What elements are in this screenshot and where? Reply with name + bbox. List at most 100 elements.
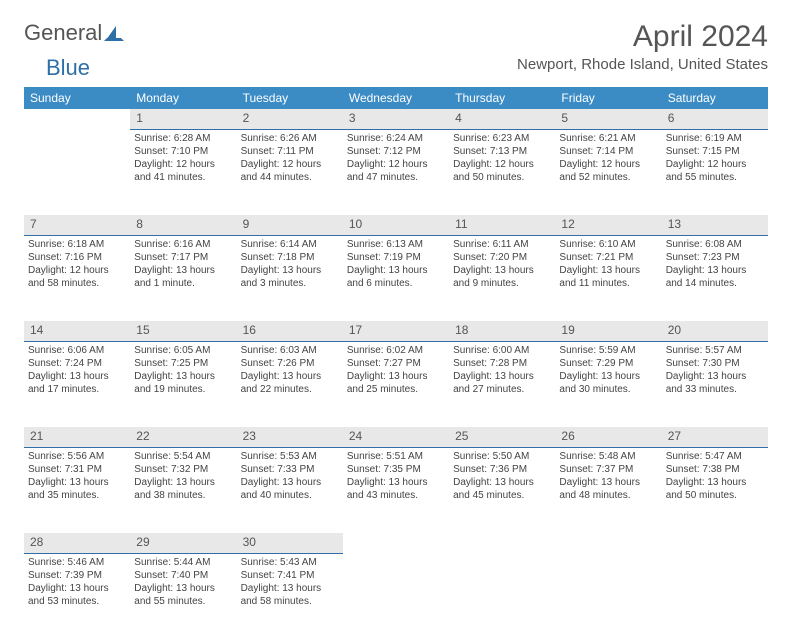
logo-text-blue: Blue [46,55,90,81]
sunrise-text: Sunrise: 5:54 AM [134,450,232,463]
sunrise-text: Sunrise: 6:02 AM [347,344,445,357]
day-info-cell [449,553,555,639]
day-number-cell: 18 [449,321,555,341]
day1-text: Daylight: 12 hours [666,158,764,171]
day-number-cell: 30 [237,533,343,553]
day-number-cell: 1 [130,109,236,129]
day-info-cell: Sunrise: 6:11 AMSunset: 7:20 PMDaylight:… [449,235,555,321]
sunset-text: Sunset: 7:40 PM [134,569,232,582]
sunset-text: Sunset: 7:26 PM [241,357,339,370]
sunset-text: Sunset: 7:10 PM [134,145,232,158]
day-number-cell: 17 [343,321,449,341]
sunset-text: Sunset: 7:19 PM [347,251,445,264]
day1-text: Daylight: 13 hours [347,264,445,277]
weekday-header: Monday [130,87,236,109]
sunrise-text: Sunrise: 5:51 AM [347,450,445,463]
day-info-cell: Sunrise: 6:16 AMSunset: 7:17 PMDaylight:… [130,235,236,321]
day2-text: and 27 minutes. [453,383,551,396]
day-info-cell: Sunrise: 6:05 AMSunset: 7:25 PMDaylight:… [130,341,236,427]
day2-text: and 35 minutes. [28,489,126,502]
day-info-cell: Sunrise: 5:56 AMSunset: 7:31 PMDaylight:… [24,447,130,533]
daynum-row: 21222324252627 [24,427,768,447]
weekday-header: Wednesday [343,87,449,109]
weekday-header: Saturday [662,87,768,109]
sunset-text: Sunset: 7:24 PM [28,357,126,370]
day-info-cell: Sunrise: 6:02 AMSunset: 7:27 PMDaylight:… [343,341,449,427]
sunset-text: Sunset: 7:17 PM [134,251,232,264]
sunset-text: Sunset: 7:14 PM [559,145,657,158]
day2-text: and 50 minutes. [453,171,551,184]
day-number-cell: 20 [662,321,768,341]
sunrise-text: Sunrise: 5:56 AM [28,450,126,463]
day-number-cell: 26 [555,427,661,447]
day1-text: Daylight: 12 hours [559,158,657,171]
day-number-cell: 12 [555,215,661,235]
sunset-text: Sunset: 7:35 PM [347,463,445,476]
logo-text-general: General [24,20,102,46]
day1-text: Daylight: 13 hours [453,264,551,277]
sunset-text: Sunset: 7:39 PM [28,569,126,582]
sunset-text: Sunset: 7:16 PM [28,251,126,264]
day-info-cell: Sunrise: 5:51 AMSunset: 7:35 PMDaylight:… [343,447,449,533]
day-number-cell: 14 [24,321,130,341]
day-number-cell [555,533,661,553]
sunrise-text: Sunrise: 6:26 AM [241,132,339,145]
sunset-text: Sunset: 7:23 PM [666,251,764,264]
day-number-cell: 4 [449,109,555,129]
day2-text: and 47 minutes. [347,171,445,184]
daynum-row: 14151617181920 [24,321,768,341]
sunrise-text: Sunrise: 5:44 AM [134,556,232,569]
day-number-cell: 21 [24,427,130,447]
day1-text: Daylight: 13 hours [241,370,339,383]
sunrise-text: Sunrise: 6:00 AM [453,344,551,357]
day1-text: Daylight: 13 hours [347,476,445,489]
sunrise-text: Sunrise: 5:47 AM [666,450,764,463]
day-info-cell: Sunrise: 6:00 AMSunset: 7:28 PMDaylight:… [449,341,555,427]
sunset-text: Sunset: 7:38 PM [666,463,764,476]
day2-text: and 11 minutes. [559,277,657,290]
day1-text: Daylight: 13 hours [28,582,126,595]
day1-text: Daylight: 13 hours [453,476,551,489]
sunset-text: Sunset: 7:28 PM [453,357,551,370]
day-info-cell: Sunrise: 6:03 AMSunset: 7:26 PMDaylight:… [237,341,343,427]
day-number-cell [24,109,130,129]
sunset-text: Sunset: 7:12 PM [347,145,445,158]
logo-sail-icon [104,24,124,42]
day-info-cell: Sunrise: 5:54 AMSunset: 7:32 PMDaylight:… [130,447,236,533]
day-info-cell: Sunrise: 6:14 AMSunset: 7:18 PMDaylight:… [237,235,343,321]
day-number-cell [343,533,449,553]
day1-text: Daylight: 13 hours [559,370,657,383]
day1-text: Daylight: 13 hours [453,370,551,383]
day2-text: and 58 minutes. [241,595,339,608]
day1-text: Daylight: 12 hours [347,158,445,171]
day-info-cell: Sunrise: 6:10 AMSunset: 7:21 PMDaylight:… [555,235,661,321]
sunrise-text: Sunrise: 6:19 AM [666,132,764,145]
day-info-cell: Sunrise: 6:23 AMSunset: 7:13 PMDaylight:… [449,129,555,215]
sunset-text: Sunset: 7:29 PM [559,357,657,370]
day1-text: Daylight: 13 hours [28,476,126,489]
day2-text: and 19 minutes. [134,383,232,396]
day-info-cell [555,553,661,639]
day-number-cell: 23 [237,427,343,447]
sunrise-text: Sunrise: 6:05 AM [134,344,232,357]
day-info-cell: Sunrise: 5:53 AMSunset: 7:33 PMDaylight:… [237,447,343,533]
day1-text: Daylight: 13 hours [559,476,657,489]
day2-text: and 45 minutes. [453,489,551,502]
day-number-cell: 22 [130,427,236,447]
sunset-text: Sunset: 7:32 PM [134,463,232,476]
day1-text: Daylight: 13 hours [134,264,232,277]
day2-text: and 14 minutes. [666,277,764,290]
sunset-text: Sunset: 7:20 PM [453,251,551,264]
day1-text: Daylight: 13 hours [559,264,657,277]
day-number-cell [449,533,555,553]
day-number-cell: 25 [449,427,555,447]
day-info-cell: Sunrise: 6:28 AMSunset: 7:10 PMDaylight:… [130,129,236,215]
weekday-header: Sunday [24,87,130,109]
title-block: April 2024 Newport, Rhode Island, United… [517,20,768,73]
day-number-cell: 10 [343,215,449,235]
day-number-cell: 11 [449,215,555,235]
day-info-row: Sunrise: 6:18 AMSunset: 7:16 PMDaylight:… [24,235,768,321]
sunset-text: Sunset: 7:21 PM [559,251,657,264]
sunset-text: Sunset: 7:31 PM [28,463,126,476]
weekday-header-row: Sunday Monday Tuesday Wednesday Thursday… [24,87,768,109]
